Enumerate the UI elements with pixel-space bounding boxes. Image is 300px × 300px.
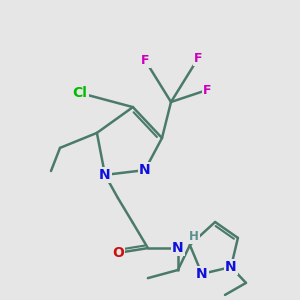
Text: F: F bbox=[141, 54, 150, 68]
Text: N: N bbox=[172, 241, 184, 255]
Text: O: O bbox=[112, 246, 124, 260]
Text: N: N bbox=[99, 168, 111, 182]
Text: H: H bbox=[189, 230, 199, 244]
Text: N: N bbox=[196, 267, 208, 281]
Text: F: F bbox=[203, 83, 211, 97]
Text: F: F bbox=[194, 52, 202, 65]
Text: N: N bbox=[139, 163, 151, 177]
Text: Cl: Cl bbox=[73, 86, 88, 100]
Text: N: N bbox=[225, 260, 237, 274]
